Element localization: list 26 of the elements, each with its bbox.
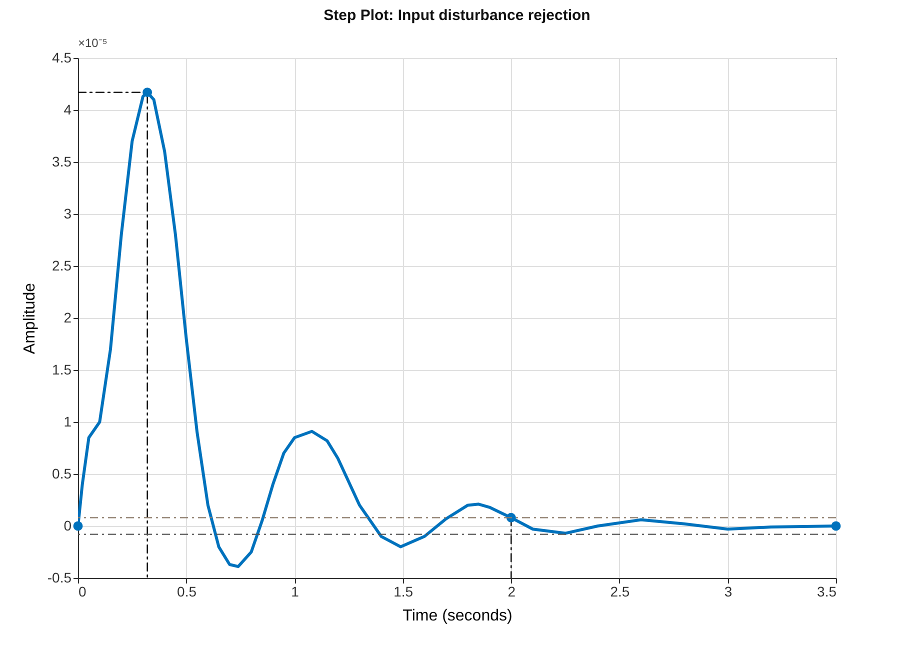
x-tick-label: 3.5 bbox=[817, 584, 837, 600]
y-tick-label: 4 bbox=[64, 102, 72, 118]
y-axis-title: Amplitude bbox=[21, 282, 38, 354]
y-tick-label: 2.5 bbox=[52, 258, 72, 274]
x-axis-title: Time (seconds) bbox=[402, 608, 512, 624]
y-tick-label: 3.5 bbox=[52, 154, 72, 170]
point bbox=[73, 521, 83, 531]
y-tick-label: 1.5 bbox=[52, 362, 72, 378]
x-tick-label: 0.5 bbox=[177, 584, 197, 600]
x-tick-label: 1 bbox=[291, 584, 300, 600]
x-tick-label: 3 bbox=[724, 584, 732, 600]
x-tick-label: 2.5 bbox=[610, 584, 630, 600]
x-tick-label: 1.5 bbox=[394, 584, 414, 600]
y-tick-label: 1 bbox=[64, 414, 72, 430]
point bbox=[142, 88, 152, 98]
point bbox=[831, 521, 841, 531]
x-tick-label: 2 bbox=[508, 584, 516, 600]
y-tick-label: 4.5 bbox=[52, 50, 72, 66]
y-tick-label: 0 bbox=[64, 518, 72, 534]
y-tick-label: 0.5 bbox=[52, 466, 72, 482]
text: ×10⁻⁵ bbox=[78, 36, 108, 50]
y-tick-label: -0.5 bbox=[47, 570, 72, 586]
x-tick-label: 0 bbox=[78, 584, 86, 600]
chart-title: Step Plot: Input disturbance rejection bbox=[324, 7, 590, 24]
y-tick-label: 2 bbox=[64, 310, 72, 326]
y-tick-label: 3 bbox=[64, 206, 72, 222]
